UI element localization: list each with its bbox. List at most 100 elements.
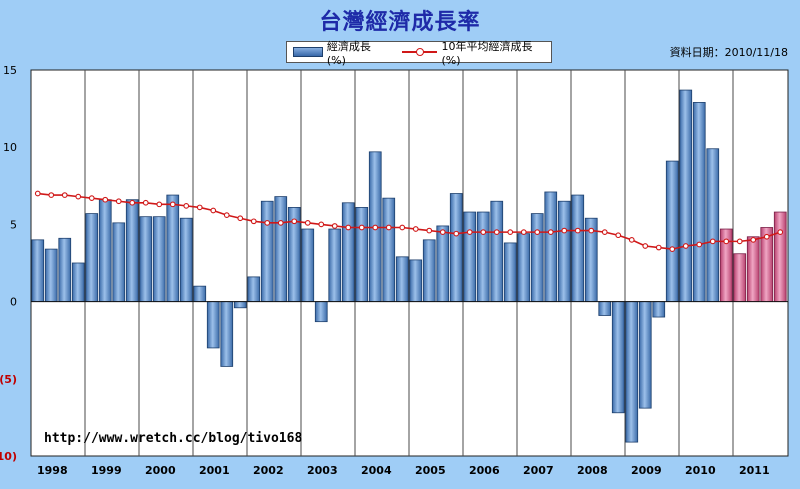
growth-bar: [301, 228, 315, 302]
growth-bar: [314, 301, 328, 323]
x-tick-label: 2011: [739, 464, 770, 477]
average-growth-point: [102, 196, 109, 203]
growth-bar: [31, 239, 45, 302]
growth-bar: [233, 301, 247, 309]
average-growth-point: [318, 221, 325, 228]
blog-url-watermark: http://www.wretch.cc/blog/tivo168: [44, 431, 303, 446]
average-growth-point: [345, 224, 352, 231]
growth-bar: [179, 217, 193, 302]
x-tick-label: 1999: [91, 464, 122, 477]
average-growth-point: [210, 207, 217, 214]
average-growth-point: [642, 243, 649, 249]
average-growth-point: [372, 224, 379, 231]
forecast-growth-bar: [746, 236, 760, 302]
average-growth-point: [736, 238, 743, 245]
growth-bar: [125, 199, 139, 302]
y-tick-label: 10: [3, 141, 17, 154]
average-growth-point: [61, 192, 68, 198]
x-tick-label: 2000: [145, 464, 176, 477]
growth-bar: [679, 89, 693, 302]
growth-bar: [328, 228, 342, 302]
x-tick-label: 2009: [631, 464, 662, 477]
legend-bar-swatch: [293, 47, 323, 57]
average-growth-point: [534, 229, 541, 235]
average-growth-point: [48, 192, 55, 198]
average-growth-point: [507, 229, 514, 235]
growth-bar: [44, 248, 58, 303]
average-growth-point: [480, 229, 487, 235]
average-growth-point: [169, 201, 176, 208]
growth-bar: [395, 256, 409, 303]
growth-bar: [517, 233, 531, 302]
average-growth-point: [601, 229, 608, 235]
growth-bar: [274, 196, 288, 302]
average-growth-point: [264, 220, 271, 226]
x-tick-label: 2002: [253, 464, 284, 477]
average-growth-point: [331, 223, 338, 229]
x-tick-label: 2010: [685, 464, 716, 477]
legend-bar-label: 經濟成長(%): [326, 39, 371, 67]
growth-bar: [85, 213, 99, 302]
growth-bar: [503, 242, 517, 302]
growth-bar: [463, 211, 477, 303]
average-growth-point: [763, 233, 770, 240]
growth-bar: [665, 160, 679, 302]
growth-bar: [382, 197, 396, 302]
y-tick-label: 5: [10, 218, 17, 231]
growth-bar: [206, 301, 220, 349]
axis-layer: 15 10 5 0 (5) (10) 1998 1999 2000 2001 2002 2003 200…: [0, 64, 788, 477]
y-tick-label: (10): [0, 450, 17, 463]
growth-bar: [625, 301, 639, 443]
growth-bar: [706, 148, 720, 303]
x-tick-label: 2003: [307, 464, 338, 477]
growth-bar: [112, 222, 126, 303]
growth-bar: [341, 202, 355, 302]
growth-bar: [355, 207, 369, 302]
average-growth-point: [453, 230, 460, 237]
average-growth-point: [115, 198, 122, 205]
growth-bar: [58, 237, 72, 303]
growth-bar: [247, 276, 261, 302]
average-growth-point: [466, 229, 473, 235]
average-growth-point: [655, 244, 662, 251]
legend: 經濟成長(%) 10年平均經濟成長(%): [286, 40, 552, 67]
average-growth-point: [277, 220, 284, 226]
average-growth-point: [156, 201, 163, 208]
average-growth-point: [628, 236, 635, 243]
growth-bar: [98, 199, 112, 302]
x-tick-label: 2008: [577, 464, 608, 477]
average-growth-point: [358, 224, 365, 231]
growth-bar: [490, 200, 504, 303]
average-growth-point: [385, 224, 392, 231]
x-tick-label: 2001: [199, 464, 230, 477]
average-growth-point: [75, 193, 82, 200]
average-growth-point: [723, 238, 730, 245]
growth-bar: [544, 191, 558, 302]
average-growth-point: [777, 229, 784, 235]
legend-item-average: 10年平均經濟成長(%): [401, 38, 551, 67]
grid-layer: [84, 70, 734, 456]
average-growth-point: [304, 220, 311, 226]
average-growth-point: [34, 190, 41, 197]
average-growth-point: [291, 218, 298, 225]
average-growth-point: [547, 229, 554, 235]
average-growth-point: [682, 243, 689, 249]
x-tick-label: 1998: [37, 464, 68, 477]
average-growth-point: [250, 218, 257, 225]
date-note: 資料日期：2010/11/18: [669, 46, 788, 59]
average-growth-point: [750, 236, 757, 243]
growth-bar: [598, 301, 612, 316]
average-growth-point: [561, 227, 568, 234]
line-layer: [34, 190, 784, 252]
y-tick-label: (5): [0, 373, 17, 386]
y-tick-label: 15: [3, 64, 17, 77]
average-growth-point: [399, 224, 406, 231]
growth-bar: [71, 262, 85, 302]
x-tick-label: 2006: [469, 464, 500, 477]
growth-bar: [409, 259, 423, 302]
forecast-growth-bar: [773, 211, 787, 303]
bar-layer: [31, 89, 787, 443]
growth-bar: [692, 102, 706, 302]
average-growth-point: [574, 227, 581, 234]
